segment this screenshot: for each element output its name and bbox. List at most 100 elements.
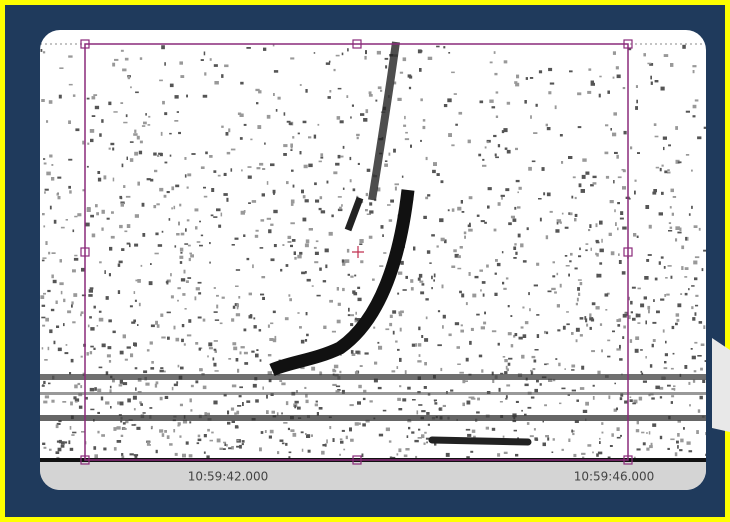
noise-speck [388, 152, 391, 156]
handle[interactable] [623, 247, 633, 257]
noise-speck [356, 136, 359, 140]
noise-speck [503, 451, 508, 454]
noise-speck [173, 383, 178, 387]
handle[interactable] [80, 455, 90, 465]
noise-speck [656, 310, 660, 314]
noise-speck [548, 378, 553, 382]
noise-speck [71, 301, 74, 305]
noise-speck [576, 297, 579, 302]
handle[interactable] [80, 247, 90, 257]
noise-speck [417, 437, 422, 439]
noise-speck [169, 443, 173, 446]
noise-speck [233, 346, 238, 351]
noise-speck [181, 338, 184, 343]
noise-speck [433, 399, 437, 402]
noise-speck [70, 358, 74, 363]
noise-speck [378, 433, 384, 437]
noise-speck [551, 287, 556, 291]
noise-speck [494, 153, 497, 157]
noise-speck [350, 438, 354, 442]
noise-speck [234, 412, 237, 415]
noise-speck [141, 202, 145, 207]
noise-speck [468, 228, 473, 232]
noise-speck [89, 351, 93, 355]
noise-speck [352, 188, 356, 192]
noise-speck [418, 428, 421, 431]
noise-speck [190, 384, 194, 388]
noise-speck [135, 387, 137, 391]
noise-speck [282, 244, 285, 246]
selection-box[interactable] [84, 43, 629, 461]
noise-speck [361, 453, 364, 458]
noise-speck [125, 114, 128, 118]
handle[interactable] [80, 39, 90, 49]
noise-speck [622, 226, 627, 230]
noise-speck [616, 427, 620, 431]
noise-speck [531, 160, 536, 163]
noise-speck [46, 171, 51, 176]
noise-speck [323, 325, 327, 329]
noise-speck [495, 91, 499, 94]
noise-speck [396, 366, 399, 369]
noise-speck [591, 350, 595, 353]
noise-speck [297, 406, 301, 410]
noise-speck [56, 440, 60, 443]
noise-speck [93, 305, 96, 309]
noise-speck [691, 205, 693, 209]
noise-speck [470, 450, 474, 453]
noise-speck [418, 354, 421, 357]
noise-speck [433, 273, 436, 278]
noise-speck [358, 384, 362, 389]
noise-speck [360, 260, 364, 264]
noise-speck [646, 432, 648, 434]
noise-speck [203, 451, 206, 454]
noise-speck [209, 242, 211, 245]
noise-speck [219, 322, 223, 325]
noise-speck [688, 213, 691, 216]
noise-speck [57, 196, 61, 200]
noise-speck [538, 198, 542, 200]
noise-speck [634, 179, 637, 182]
noise-speck [55, 424, 59, 429]
noise-speck [503, 60, 508, 64]
handle[interactable] [352, 455, 362, 465]
noise-speck [385, 65, 388, 69]
noise-speck [181, 324, 185, 328]
noise-speck [422, 125, 426, 130]
handle[interactable] [623, 455, 633, 465]
noise-speck [44, 359, 48, 361]
noise-speck [339, 206, 342, 210]
noise-speck [259, 447, 262, 452]
noise-speck [441, 284, 444, 289]
noise-speck [268, 435, 272, 439]
noise-speck [384, 160, 388, 162]
noise-speck [224, 443, 227, 446]
noise-speck [247, 175, 252, 179]
noise-speck [359, 243, 363, 245]
noise-speck [302, 217, 307, 222]
noise-speck [607, 292, 610, 295]
noise-speck [306, 434, 311, 438]
noise-speck [131, 424, 136, 426]
noise-speck [256, 102, 259, 105]
noise-speck [350, 275, 354, 278]
noise-speck [437, 310, 441, 313]
noise-speck [564, 368, 566, 370]
noise-speck [161, 45, 165, 50]
noise-speck [376, 187, 381, 192]
noise-speck [97, 430, 100, 434]
noise-speck [518, 186, 522, 190]
handle[interactable] [352, 39, 362, 49]
noise-speck [571, 389, 576, 392]
noise-speck [423, 442, 426, 445]
noise-speck [581, 365, 585, 370]
noise-speck [574, 420, 579, 423]
handle[interactable] [623, 39, 633, 49]
noise-speck [585, 401, 589, 406]
noise-speck [372, 278, 375, 281]
noise-speck [171, 186, 175, 191]
noise-speck [272, 338, 277, 343]
noise-speck [108, 101, 112, 106]
noise-speck [650, 75, 652, 80]
noise-speck [489, 99, 494, 103]
